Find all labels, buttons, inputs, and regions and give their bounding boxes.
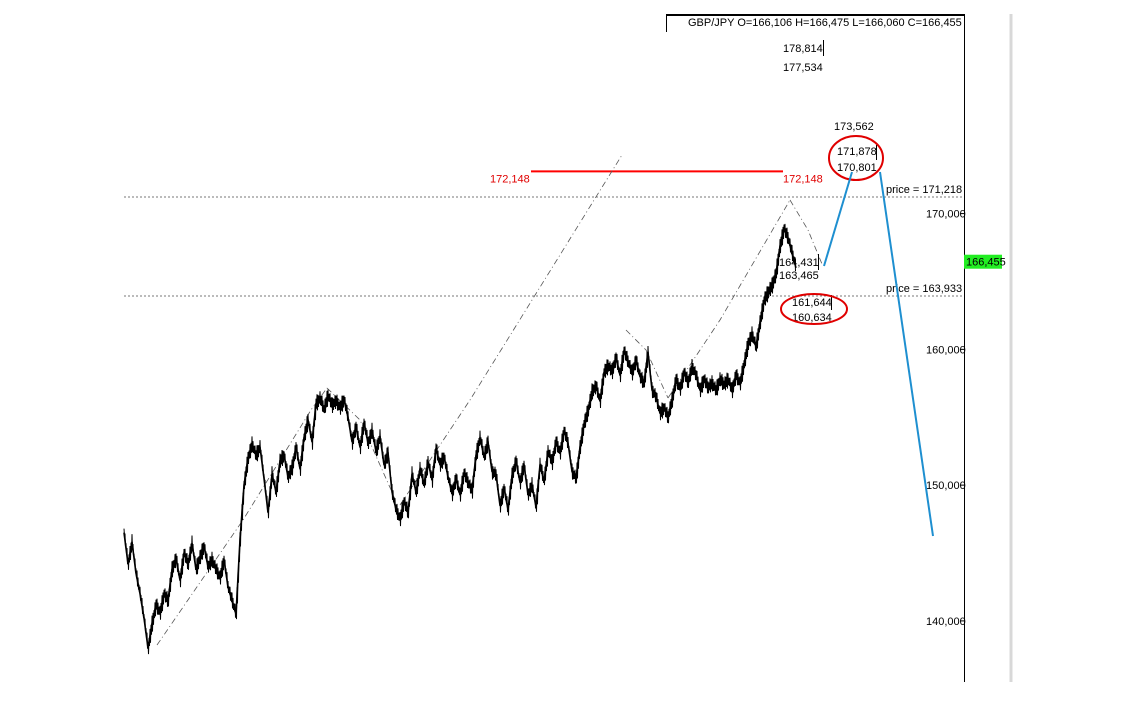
price-label-163933: price = 163,933 xyxy=(886,283,962,295)
y-tick-label-0: 140,000 xyxy=(926,616,966,628)
pattern-line-4 xyxy=(625,329,669,399)
y-axis-ticks: 140,000 150,000 160,000 170,000 xyxy=(926,209,966,628)
pattern-line-5 xyxy=(667,199,791,399)
level-164431: 164,431 xyxy=(779,257,819,269)
y-tick-label-1: 150,000 xyxy=(926,480,966,492)
pattern-line-3 xyxy=(399,154,623,506)
price-label-171218: price = 171,218 xyxy=(886,184,962,196)
target-circle-lower xyxy=(780,293,848,325)
price-series-range xyxy=(123,223,796,655)
level-178814: 178,814 xyxy=(783,43,823,55)
level-170801: 170,801 xyxy=(837,162,877,174)
forecast-path xyxy=(823,171,853,267)
header-box xyxy=(666,14,965,16)
level-161644: 161,644 xyxy=(792,297,832,309)
resistance-label-left: 172,148 xyxy=(490,173,530,185)
y-tick-label-2: 160,000 xyxy=(926,344,966,356)
forecast-path-down xyxy=(879,171,934,537)
pattern-line-6 xyxy=(789,199,823,265)
resistance-label-right: 172,148 xyxy=(783,173,823,185)
y-tick-label-3: 170,000 xyxy=(926,209,966,221)
price-series-line xyxy=(123,227,797,649)
pattern-lines xyxy=(156,154,823,646)
current-price-badge xyxy=(964,254,1002,269)
current-price-label: 166,455 xyxy=(966,257,1006,269)
target-circle-upper xyxy=(828,135,884,181)
level-173562: 173,562 xyxy=(834,121,874,133)
level-160634: 160,634 xyxy=(792,312,832,324)
level-177534: 177,534 xyxy=(783,62,823,74)
level-163465: 163,465 xyxy=(779,270,819,282)
ohlc-header: GBP/JPY O=166,106 H=166,475 L=166,060 C=… xyxy=(688,17,962,29)
level-171878: 171,878 xyxy=(837,146,877,158)
